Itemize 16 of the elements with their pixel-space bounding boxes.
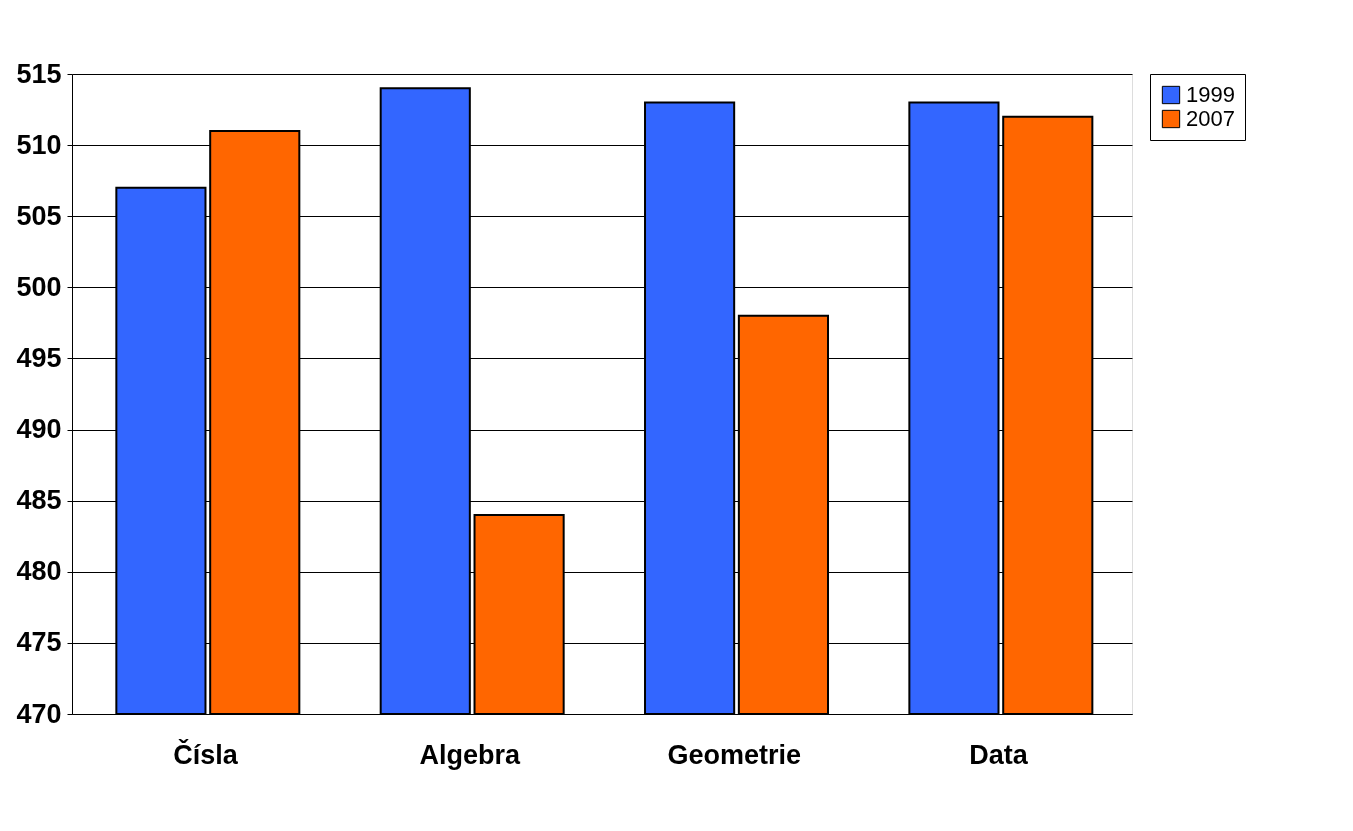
- x-tick-label: Data: [969, 739, 1029, 770]
- y-tick-label: 510: [16, 129, 62, 160]
- y-tick-label: 475: [16, 627, 62, 658]
- y-tick-label: 485: [16, 485, 62, 516]
- y-tick-label: 505: [16, 200, 62, 231]
- legend-label: 2007: [1186, 106, 1235, 131]
- legend-label: 1999: [1186, 82, 1235, 107]
- x-tick-label: Čísla: [173, 738, 239, 770]
- y-tick-label: 515: [16, 58, 62, 89]
- y-tick-label: 470: [16, 698, 62, 729]
- x-tick-label: Geometrie: [667, 739, 801, 770]
- x-tick-label: Algebra: [419, 739, 522, 770]
- y-tick-label: 495: [16, 342, 62, 373]
- y-tick-label: 490: [16, 414, 62, 445]
- y-tick-label: 500: [16, 271, 62, 302]
- y-tick-label: 480: [16, 556, 62, 587]
